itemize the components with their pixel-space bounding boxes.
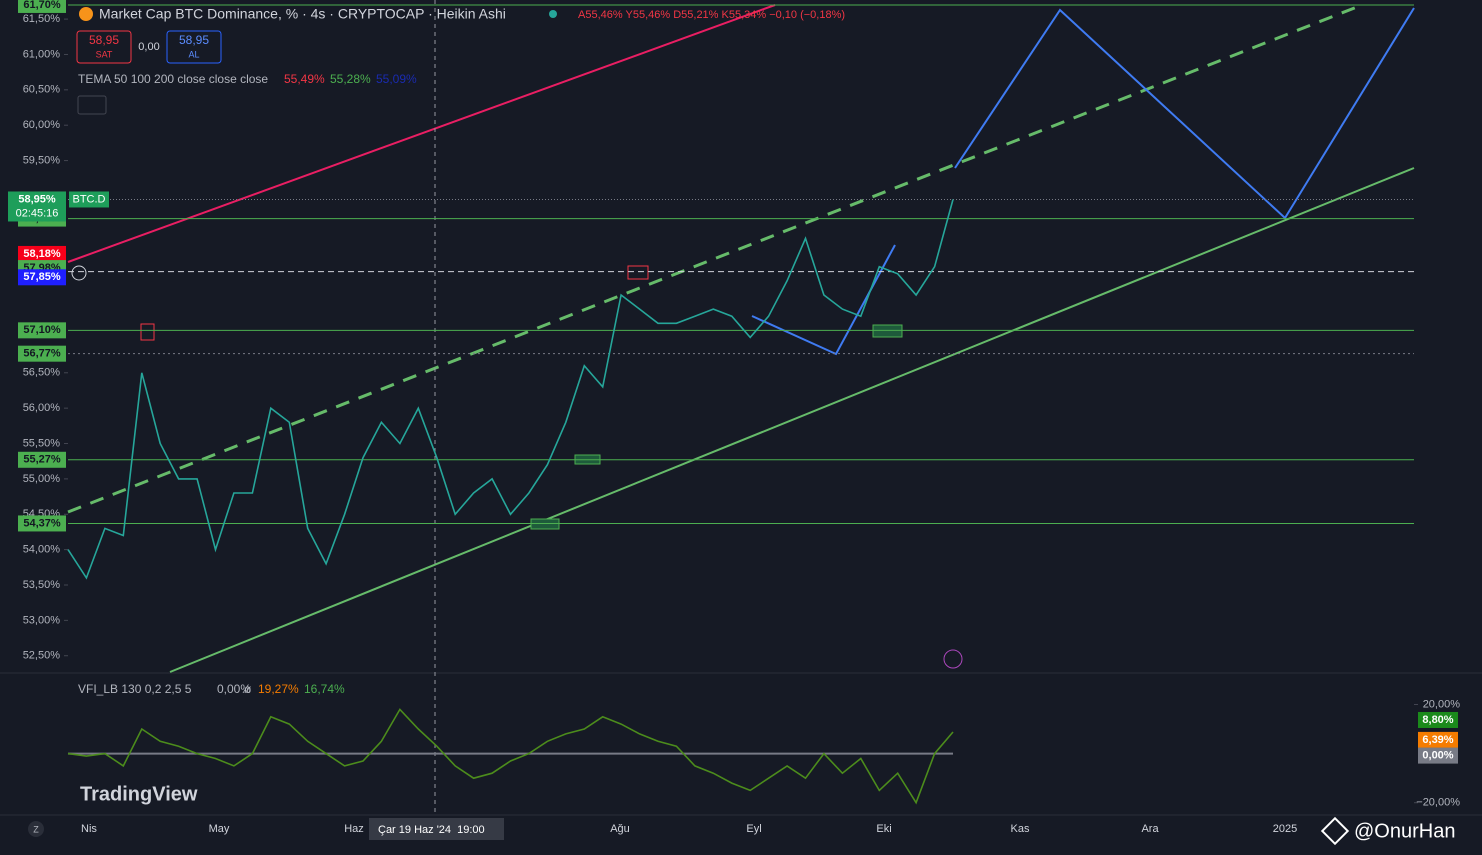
y-tick-label: 60,00% (23, 119, 61, 131)
trend-line (67, 4, 776, 263)
x-tick-label: Eki (876, 823, 891, 835)
collapse-button[interactable] (77, 95, 107, 115)
trend-line (169, 167, 1415, 673)
x-tick-label: Ara (1141, 823, 1159, 835)
vfi-readout: 19,27% (258, 682, 299, 696)
last-price-label: 58,95% (18, 193, 56, 205)
tema-value: 55,09% (376, 72, 417, 86)
zoom-button[interactable] (28, 821, 44, 837)
tema-value: 55,49% (284, 72, 325, 86)
price-tag (18, 269, 66, 286)
price-tag-label: 56,77% (23, 348, 61, 360)
osc-tag (1418, 731, 1458, 748)
price-tag (18, 245, 66, 262)
vfi-readout: ø (244, 682, 252, 696)
y-tick-label: 61,50% (23, 13, 61, 25)
y-tick-label: 53,00% (23, 614, 61, 626)
x-tick-label: Haz (344, 823, 364, 835)
price-tag-label: 54,37% (23, 517, 61, 529)
vfi-readout: 16,74% (304, 682, 345, 696)
x-tick-label: Nis (81, 823, 97, 835)
price-tag-label: 57,10% (23, 324, 61, 336)
osc-tag-label: 8,80% (1422, 714, 1453, 726)
price-tag (18, 0, 66, 13)
spread: 0,00 (138, 41, 159, 53)
price-tag-label: 58,18% (23, 248, 61, 260)
vfi-label: VFI_LB 130 0,2 2,5 5 (78, 682, 192, 696)
price-line (67, 199, 954, 580)
y-tick-label: 20,00% (1423, 698, 1461, 710)
y-tick-label: 55,50% (23, 437, 61, 449)
marker (872, 324, 903, 338)
y-tick-label: 56,50% (23, 367, 61, 379)
status (549, 10, 557, 18)
alert-icon[interactable] (943, 649, 963, 669)
sell-label: SAT (96, 49, 113, 59)
osc-tag (1418, 747, 1458, 764)
price-tag (18, 345, 66, 362)
buy-button[interactable] (166, 30, 222, 64)
price-tag (18, 451, 66, 468)
osc-tag-label: 0,00% (1422, 750, 1453, 762)
tema-value: 55,28% (330, 72, 371, 86)
last-price-tag (8, 191, 66, 222)
x-tick-label: Ağu (610, 823, 630, 835)
crosshair-tag (369, 818, 504, 840)
y-tick-label: 61,00% (23, 48, 61, 60)
marker (530, 518, 560, 530)
buy-label: AL (188, 49, 199, 59)
projection (751, 244, 896, 356)
tema-label: TEMA 50 100 200 close close close (78, 72, 268, 86)
y-tick-label: 60,50% (23, 84, 61, 96)
vfi-readout: 0,00% (217, 682, 251, 696)
price-tag-label: 57,85% (23, 271, 61, 283)
price-tag-label: 55,27% (23, 454, 61, 466)
y-tick-label: −20,00% (1416, 797, 1460, 809)
symbol-tag (69, 191, 109, 208)
buy-price: 58,95 (179, 33, 209, 47)
projection (954, 7, 1415, 220)
y-tick-label: 53,50% (23, 579, 61, 591)
y-tick-label: 54,00% (23, 544, 61, 556)
ohlc: A55,46% Y55,46% D55,21% K55,34% −0,10 (−… (578, 9, 845, 21)
x-tick-label: Eyl (746, 823, 761, 835)
sell-button[interactable] (76, 30, 132, 64)
crosshair-label: Çar 19 Haz '24 19:00 (378, 824, 485, 836)
coin-icon (79, 7, 93, 21)
add-button[interactable] (71, 265, 87, 281)
price-tag (18, 322, 66, 339)
price-tag (18, 515, 66, 532)
marker (627, 265, 649, 280)
marker (140, 323, 155, 341)
y-tick-label: 55,00% (23, 473, 61, 485)
x-tick-label: 2025 (1273, 823, 1297, 835)
author: @OnurHan (1354, 820, 1455, 842)
price-line (67, 708, 954, 805)
osc-tag-label: 6,39% (1422, 734, 1453, 746)
price-tag-label: 61,70% (23, 0, 61, 11)
symbol-label: BTC.D (73, 193, 106, 205)
zoom-label: Z (33, 824, 39, 834)
y-tick-label: 52,50% (23, 650, 61, 662)
watermark: TradingView (80, 783, 198, 805)
x-tick-label: May (209, 823, 230, 835)
x-tick-label: Kas (1011, 823, 1030, 835)
title: Market Cap BTC Dominance, % · 4s · CRYPT… (99, 6, 506, 22)
countdown: 02:45:16 (16, 207, 59, 219)
y-tick-label: 59,50% (23, 154, 61, 166)
author-icon (1320, 816, 1350, 846)
osc-tag (1418, 711, 1458, 728)
sell-price: 58,95 (89, 33, 119, 47)
y-tick-label: 56,00% (23, 402, 61, 414)
